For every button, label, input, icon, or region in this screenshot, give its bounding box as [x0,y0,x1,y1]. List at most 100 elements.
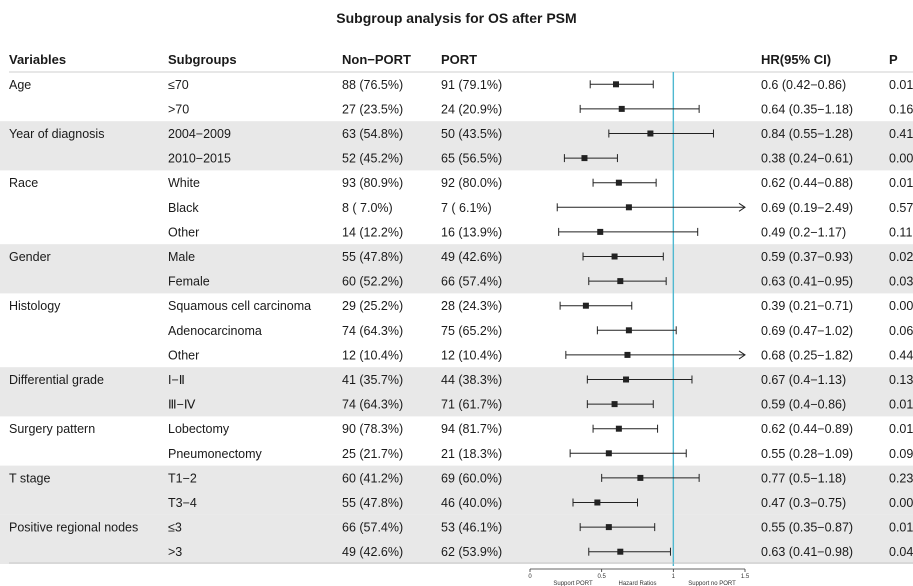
cell-non-port: 55 (47.8%) [342,250,403,264]
cell-subgroup: T1−2 [168,471,197,485]
ci-arrow [738,202,746,212]
cell-port: 24 (20.9%) [441,102,502,116]
hr-point [605,524,612,531]
x-axis: 0 0.5 1 1.5 Support PORT Hazard Ratios Support… [528,568,750,586]
cell-non-port: 49 (42.6%) [342,545,403,559]
cell-p: 0.01 [889,398,913,412]
cell-port: 71 (61.7%) [441,398,502,412]
cell-p: 0.00 [889,152,913,166]
cell-non-port: 52 (45.2%) [342,152,403,166]
cell-p: 0.01 [889,422,913,436]
cell-p: 0.11 [889,225,912,239]
cell-port: 12 (10.4%) [441,348,502,362]
cell-port: 50 (43.5%) [441,127,502,141]
cell-port: 44 (38.3%) [441,373,502,387]
cell-hr: 0.39 (0.21−0.71) [761,299,853,313]
cell-subgroup: ≤70 [168,78,189,92]
cell-non-port: 93 (80.9%) [342,176,403,190]
cell-subgroup: Ⅲ−Ⅳ [168,398,196,412]
row-band [0,244,913,294]
cell-port: 16 (13.9%) [441,225,502,239]
right-annotation: Support no PORT [688,581,736,586]
cell-non-port: 41 (35.7%) [342,373,403,387]
cell-p: 0.13 [889,373,913,387]
cell-port: 66 (57.4%) [441,275,502,289]
cell-subgroup: Male [168,250,195,264]
cell-hr: 0.68 (0.25−1.82) [761,348,853,362]
cell-non-port: 88 (76.5%) [342,78,403,92]
cell-hr: 0.55 (0.35−0.87) [761,521,853,535]
x-tick-label: 0.5 [597,574,606,580]
cell-subgroup: >70 [168,102,189,116]
cell-non-port: 60 (52.2%) [342,275,403,289]
cell-p: 0.57 [889,201,913,215]
cell-non-port: 27 (23.5%) [342,102,403,116]
cell-non-port: 12 (10.4%) [342,348,403,362]
header-hr: HR(95% CI) [761,52,831,67]
cell-hr: 0.6 (0.42−0.86) [761,78,846,92]
cell-non-port: 25 (21.7%) [342,447,403,461]
cell-variable: Histology [9,299,61,313]
cell-port: 46 (40.0%) [441,496,502,510]
hr-point [625,204,632,211]
cell-port: 53 (46.1%) [441,521,502,535]
cell-hr: 0.59 (0.4−0.86) [761,398,846,412]
hr-point [637,474,644,481]
cell-subgroup: ≤3 [168,521,182,535]
cell-variable: Age [9,78,31,92]
cell-p: 0.03 [889,275,913,289]
header-port: PORT [441,52,477,67]
cell-port: 7 ( 6.1%) [441,201,492,215]
hr-point [624,351,631,358]
cell-non-port: 74 (64.3%) [342,324,403,338]
cell-subgroup: Black [168,201,199,215]
cell-hr: 0.84 (0.55−1.28) [761,127,853,141]
hr-point [615,179,622,186]
cell-p: 0.44 [889,348,913,362]
cell-p: 0.04 [889,545,913,559]
cell-hr: 0.63 (0.41−0.98) [761,545,853,559]
cell-hr: 0.69 (0.19−2.49) [761,201,853,215]
cell-non-port: 63 (54.8%) [342,127,403,141]
row-band [0,121,913,171]
hr-point [617,278,624,285]
cell-p: 0.00 [889,496,913,510]
cell-non-port: 29 (25.2%) [342,299,403,313]
row-bands [0,121,913,564]
hr-point [611,253,618,260]
plot-area [556,72,746,566]
cell-port: 28 (24.3%) [441,299,502,313]
cell-subgroup: 2010−2015 [168,152,231,166]
cell-subgroup: I−Ⅱ [168,373,185,387]
table-rows: Age ≤70 88 (76.5%) 91 (79.1%) 0.6 (0.42−0.86… [9,78,913,559]
cell-non-port: 74 (64.3%) [342,398,403,412]
cell-port: 62 (53.9%) [441,545,502,559]
cell-variable: Surgery pattern [9,422,95,436]
cell-non-port: 90 (78.3%) [342,422,403,436]
left-annotation: Support PORT [553,581,593,586]
cell-variable: Gender [9,250,51,264]
cell-port: 65 (56.5%) [441,152,502,166]
cell-subgroup: Lobectomy [168,422,230,436]
hr-point [581,155,588,162]
column-headers: Variables Subgroups Non−PORT PORT HR(95%… [9,52,898,67]
cell-port: 75 (65.2%) [441,324,502,338]
cell-port: 69 (60.0%) [441,471,502,485]
cell-hr: 0.67 (0.4−1.13) [761,373,846,387]
header-variables: Variables [9,52,66,67]
chart-title: Subgroup analysis for OS after PSM [336,10,577,26]
cell-subgroup: Other [168,225,199,239]
ci-arrow [738,350,746,360]
hr-point [605,450,612,457]
cell-p: 0.01 [889,176,913,190]
cell-variable: Differential grade [9,373,104,387]
cell-variable: Year of diagnosis [9,127,104,141]
cell-hr: 0.59 (0.37−0.93) [761,250,853,264]
header-non-port: Non−PORT [342,52,411,67]
cell-subgroup: 2004−2009 [168,127,231,141]
cell-p: 0.01 [889,521,913,535]
cell-subgroup: Other [168,348,199,362]
hr-point [618,105,625,112]
cell-subgroup: Adenocarcinoma [168,324,262,338]
